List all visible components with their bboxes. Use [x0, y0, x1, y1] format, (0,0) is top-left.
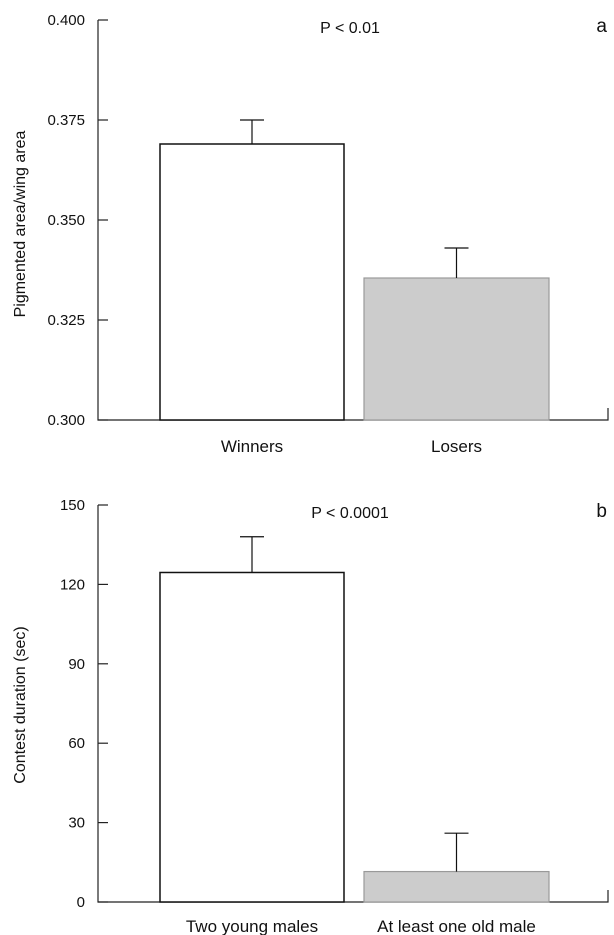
significance-annotation: P < 0.0001	[311, 505, 389, 522]
category-label: Winners	[221, 437, 283, 456]
bar	[159, 571, 345, 903]
panel-b: 0 30 60 90 120 150 Two young males At least one…	[12, 497, 609, 935]
category-label: At least one old male	[377, 917, 536, 935]
y-tick-label: 150	[60, 497, 85, 514]
y-tick-label: 90	[68, 656, 85, 673]
y-tick-label: 30	[68, 815, 85, 832]
panel-letter: b	[596, 501, 607, 522]
y-tick-label: 0.350	[47, 212, 85, 229]
bar	[159, 143, 345, 421]
significance-annotation: P < 0.01	[320, 20, 380, 37]
y-tick-label: 0.300	[47, 412, 85, 429]
bar	[363, 277, 550, 421]
category-label: Two young males	[186, 917, 318, 935]
bar	[363, 870, 550, 903]
y-tick-label: 0.400	[47, 12, 85, 29]
error-bar	[240, 536, 264, 573]
panel-a: 0.300 0.325 0.350 0.375 0.400 Winners Losers Pi…	[12, 12, 609, 456]
y-tick-label: 0	[77, 894, 85, 911]
y-tick-label: 0.375	[47, 112, 85, 129]
y-axis-label: Contest duration (sec)	[12, 626, 29, 783]
y-tick-label: 0.325	[47, 312, 85, 329]
y-axis-label: Pigmented area/wing area	[12, 131, 29, 318]
error-bar	[240, 119, 264, 144]
axis-frame	[97, 505, 609, 903]
panel-letter: a	[596, 16, 607, 37]
y-tick-label: 120	[60, 576, 85, 593]
category-label: Losers	[431, 437, 482, 456]
y-tick-label: 60	[68, 735, 85, 752]
error-bar	[444, 832, 469, 872]
error-bar	[444, 247, 469, 278]
